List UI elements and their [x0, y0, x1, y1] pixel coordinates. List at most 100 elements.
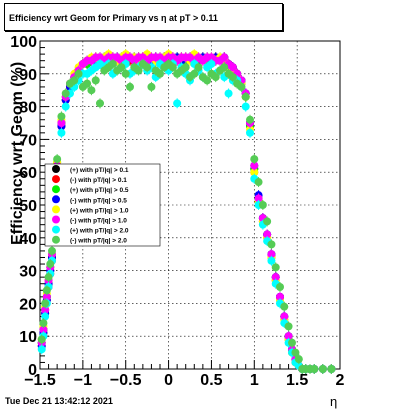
data-point	[61, 102, 70, 111]
legend-marker	[52, 165, 60, 173]
data-point	[318, 365, 327, 373]
legend-label: (-) with pT/|q| > 2.0	[70, 238, 127, 245]
data-point	[121, 69, 130, 78]
data-point	[280, 312, 289, 321]
data-point	[87, 86, 96, 95]
legend-marker	[52, 215, 60, 224]
data-point	[203, 76, 212, 85]
x-tick-label: 0.5	[200, 372, 222, 389]
data-point	[224, 89, 233, 98]
legend-marker	[52, 225, 60, 234]
data-point	[258, 201, 267, 209]
data-point	[284, 332, 293, 341]
data-point	[57, 119, 66, 127]
x-tick-label: 2	[336, 372, 345, 389]
data-point	[53, 155, 62, 164]
data-point	[194, 63, 203, 72]
legend-label: (-) with pT/|q| > 0.1	[70, 177, 127, 184]
data-point	[237, 82, 246, 91]
legend-label: (+) with pT/|q| > 2.0	[70, 228, 129, 235]
data-point	[61, 89, 70, 98]
data-point	[91, 76, 100, 85]
data-point	[241, 102, 250, 111]
y-tick-label: 50	[19, 198, 37, 215]
x-axis-label: η	[330, 394, 337, 409]
data-point	[39, 319, 48, 328]
x-tick-label: −1	[74, 372, 92, 389]
axis-ticks: 0 10 20 30 40 50 60 70 80 90 100 −1.5 −1 −0.5 0 0.5 1 1.5…	[10, 34, 344, 389]
data-point	[117, 63, 126, 72]
data-point	[168, 63, 177, 72]
data-point	[228, 63, 237, 72]
data-point	[74, 69, 83, 78]
legend-label: (+) with pT/|q| > 0.1	[70, 167, 129, 174]
data-point	[246, 128, 254, 137]
data-point	[57, 112, 66, 121]
data-point	[173, 99, 182, 108]
y-axis-label: Efficiency wrt Geom (%)	[9, 62, 26, 245]
data-point	[126, 82, 134, 91]
legend-marker	[52, 235, 60, 244]
data-point	[190, 69, 199, 78]
series-group	[37, 58, 336, 374]
data-point	[41, 299, 50, 308]
data-point	[143, 63, 152, 72]
data-point	[83, 79, 92, 88]
data-point	[267, 250, 276, 259]
data-point	[70, 76, 79, 85]
legend-label: (+) with pT/|q| > 0.5	[70, 187, 129, 194]
data-point	[46, 260, 55, 269]
data-point	[220, 53, 229, 62]
x-tick-label: 1	[250, 372, 259, 389]
data-point	[263, 217, 272, 226]
legend-label: (-) with pT/|q| > 0.5	[70, 197, 127, 204]
legend-box	[44, 163, 161, 247]
data-point	[280, 302, 289, 311]
legend-label: (+) with pT/|q| > 1.0	[70, 207, 129, 214]
data-point	[267, 240, 276, 249]
data-point	[250, 168, 259, 177]
data-points	[37, 49, 336, 374]
legend: (+) with pT/|q| > 0.1 (-) with pT/|q| > 0…	[44, 163, 161, 247]
data-point	[271, 263, 280, 272]
data-point	[294, 355, 303, 364]
data-point	[39, 325, 48, 334]
data-point	[241, 92, 250, 101]
data-point	[271, 273, 280, 282]
data-point	[37, 345, 46, 354]
data-point	[250, 161, 259, 170]
data-point	[211, 73, 220, 82]
x-tick-label: −1.5	[24, 372, 56, 389]
data-point	[181, 63, 190, 72]
y-tick-label: 60	[19, 165, 37, 182]
chart-title-box: Efficiency wrt Geom for Primary vs η at …	[4, 3, 283, 31]
y-tick-label: 80	[19, 100, 37, 117]
data-point	[147, 82, 156, 91]
chart-title: Efficiency wrt Geom for Primary vs η at …	[9, 13, 218, 23]
data-point	[288, 338, 296, 347]
data-point	[291, 348, 300, 357]
y-tick-label: 100	[10, 34, 37, 51]
legend-marker	[52, 195, 60, 204]
data-point	[207, 59, 216, 68]
y-tick-label: 10	[19, 329, 37, 346]
y-tick-label: 40	[19, 231, 37, 248]
data-point	[284, 322, 293, 331]
y-tick-label: 30	[19, 264, 37, 281]
data-point	[254, 178, 263, 187]
y-tick-label: 70	[19, 132, 37, 149]
data-point	[37, 335, 46, 344]
data-point	[96, 99, 104, 108]
legend-marker	[52, 205, 60, 214]
data-point	[228, 73, 237, 82]
data-point	[310, 365, 319, 373]
data-point	[134, 66, 143, 75]
data-point	[220, 63, 229, 72]
data-point	[276, 283, 284, 291]
data-point	[276, 292, 284, 301]
data-point	[48, 246, 56, 255]
y-tick-label: 90	[19, 67, 37, 84]
data-point	[156, 69, 164, 78]
timestamp: Tue Dec 21 13:42:12 2021	[5, 396, 113, 406]
